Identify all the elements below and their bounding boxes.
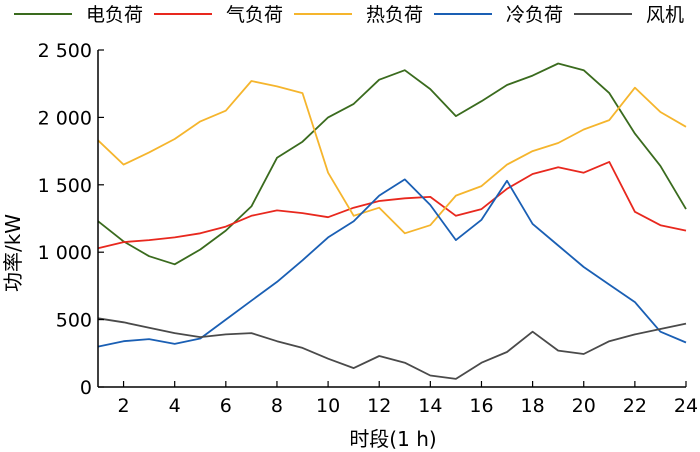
y-tick-label: 1 000	[38, 242, 92, 264]
x-tick-label: 2	[118, 395, 130, 417]
y-tick-label: 0	[80, 377, 92, 399]
legend-label-5: 风机	[646, 4, 684, 26]
series-line-2	[97, 160, 687, 250]
x-tick-label: 22	[623, 395, 647, 417]
x-tick-label: 18	[521, 395, 545, 417]
y-tick-label: 1 500	[38, 175, 92, 197]
x-tick-label: 20	[572, 395, 596, 417]
x-axis-title: 时段(1 h)	[349, 427, 436, 451]
legend-label-1: 电负荷	[86, 4, 143, 26]
y-tick-label: 2 500	[38, 40, 92, 62]
series-line-1	[97, 62, 687, 266]
series-line-4	[97, 178, 687, 348]
x-tick-label: 4	[169, 395, 181, 417]
x-tick-label: 10	[316, 395, 340, 417]
series-line-3	[97, 80, 687, 235]
axes	[97, 50, 686, 388]
legend: 电负荷 气负荷 热负荷 冷负荷 风机	[14, 4, 684, 26]
x-tick-label: 16	[469, 395, 493, 417]
x-tick-label: 8	[271, 395, 283, 417]
legend-label-4: 冷负荷	[506, 4, 563, 26]
y-tick-label: 2 000	[38, 107, 92, 129]
y-axis-title: 功率/kW	[1, 214, 25, 292]
y-tick-label: 500	[56, 310, 92, 332]
x-tick-label: 6	[220, 395, 232, 417]
series-layer	[97, 62, 687, 380]
series-line-5	[97, 317, 687, 380]
legend-label-3: 热负荷	[366, 4, 423, 26]
x-tick-label: 24	[674, 395, 698, 417]
x-tick-label: 14	[418, 395, 442, 417]
x-tick-label: 12	[367, 395, 391, 417]
legend-label-2: 气负荷	[226, 4, 283, 26]
